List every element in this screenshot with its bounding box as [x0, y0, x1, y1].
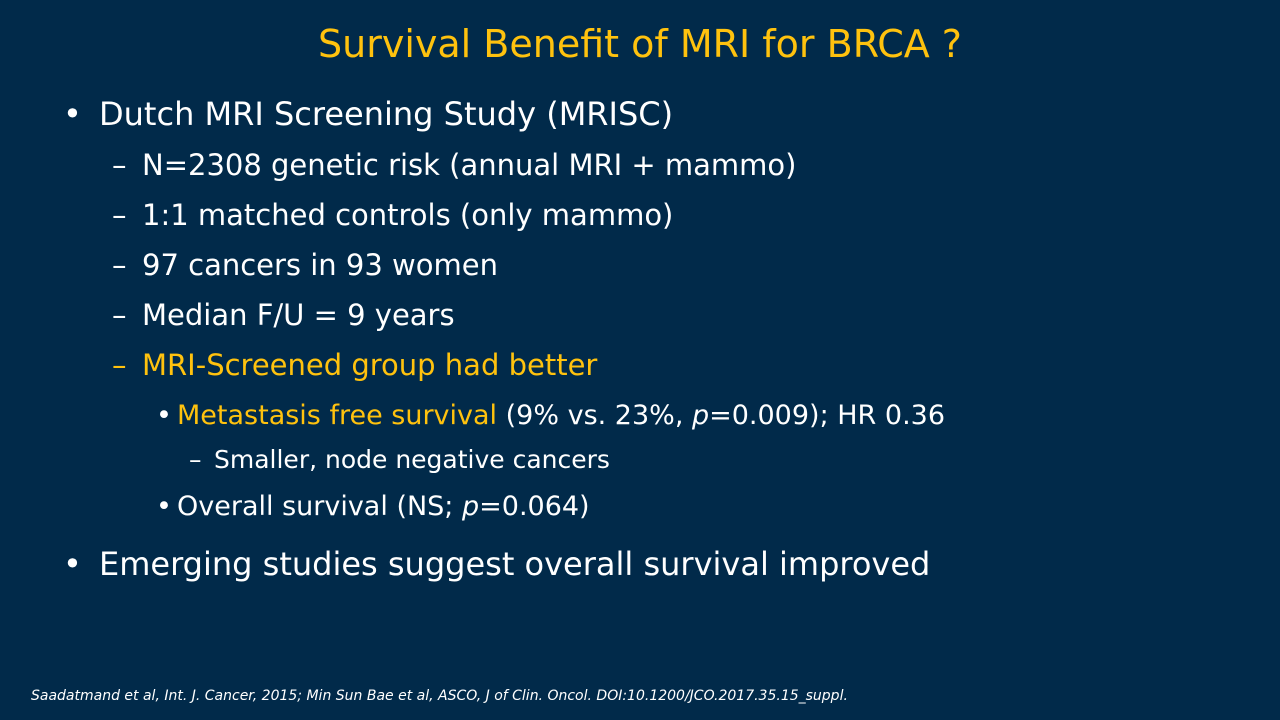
- dash-marker: –: [112, 248, 127, 282]
- subbullet-text: MRI-Screened group had better: [142, 348, 598, 382]
- subbullet-text: Smaller, node negative cancers: [214, 445, 610, 474]
- metastasis-text: Metastasis free survival (9% vs. 23%, p=…: [177, 397, 945, 435]
- metastasis-prefix: (9% vs. 23%,: [497, 400, 692, 431]
- subbullet-text: Median F/U = 9 years: [142, 298, 455, 332]
- subbullet-text: N=2308 genetic risk (annual MRI + mammo): [142, 148, 797, 182]
- subbullet-text: 1:1 matched controls (only mammo): [142, 198, 674, 232]
- overall-suffix: =0.064): [479, 491, 590, 522]
- citation-footnote: Saadatmand et al, Int. J. Cancer, 2015; …: [31, 688, 848, 704]
- overall-p-symbol: p: [462, 491, 480, 522]
- bullet-marker: •: [63, 545, 82, 583]
- bullet-marker: •: [156, 491, 172, 522]
- bullet-text: Emerging studies suggest overall surviva…: [99, 545, 931, 583]
- slide-title: Survival Benefit of MRI for BRCA ?: [318, 22, 962, 66]
- metastasis-suffix: =0.009); HR 0.36: [709, 400, 946, 431]
- dash-marker: –: [112, 348, 127, 382]
- bullet-text: Dutch MRI Screening Study (MRISC): [99, 95, 674, 133]
- overall-text: Overall survival (NS; p=0.064): [177, 488, 590, 526]
- subbullet-text: 97 cancers in 93 women: [142, 248, 498, 282]
- metastasis-p-symbol: p: [691, 400, 710, 431]
- dash-marker: –: [189, 445, 202, 474]
- dash-marker: –: [112, 198, 127, 232]
- overall-prefix: Overall survival (NS;: [177, 491, 462, 522]
- dash-marker: –: [112, 298, 127, 332]
- metastasis-label: Metastasis free survival: [177, 400, 498, 431]
- dash-marker: –: [112, 148, 127, 182]
- bullet-marker: •: [63, 95, 82, 133]
- bullet-marker: •: [156, 400, 172, 431]
